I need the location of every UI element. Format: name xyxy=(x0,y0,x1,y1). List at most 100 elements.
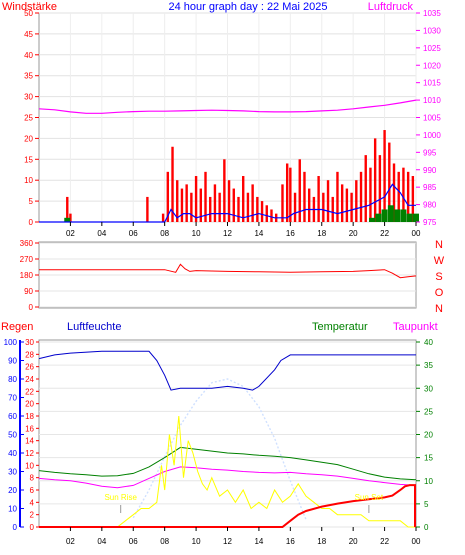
wind-bar xyxy=(289,167,292,222)
wind-bar xyxy=(218,192,221,222)
pressure-tick-label: 1030 xyxy=(423,26,441,35)
wind-bar xyxy=(232,188,235,222)
rain-tick-label: 6 xyxy=(30,486,35,495)
rain-tick-label: 28 xyxy=(25,350,34,359)
wind-time-label: 18 xyxy=(317,229,326,238)
direction-grid xyxy=(39,242,416,308)
gust-line xyxy=(39,183,416,223)
wind-bar xyxy=(227,180,231,222)
temperature-right-axis: 40 35 30 25 20 15 10 5 0 xyxy=(416,338,433,532)
wind-time-axis: 02 04 06 08 10 12 14 16 18 20 22 00 xyxy=(66,222,421,238)
wind-bar xyxy=(298,159,301,222)
humidity-axis-label: Luftfeuchte xyxy=(67,321,121,333)
compass-label: W xyxy=(434,255,445,267)
rain-tick-label: 16 xyxy=(25,424,34,433)
wind-bar xyxy=(355,180,358,222)
temperature-tick-label: 25 xyxy=(424,407,433,416)
climate-time-label: 04 xyxy=(97,537,106,546)
dewpoint-line xyxy=(38,466,417,489)
sunshine-line xyxy=(117,415,416,528)
compass-label: O xyxy=(435,287,444,299)
temperature-line xyxy=(38,446,417,481)
wind-bar xyxy=(369,167,372,222)
rain-tick-label: 8 xyxy=(30,474,35,483)
wind-bar xyxy=(161,213,165,222)
wind-bar xyxy=(388,142,391,222)
rain-line xyxy=(39,484,416,528)
humidity-tick-label: 40 xyxy=(8,449,17,458)
wind-bar xyxy=(293,192,297,222)
temperature-tick-label: 40 xyxy=(424,338,433,347)
wind-bar xyxy=(260,201,264,222)
wind-time-label: 12 xyxy=(223,229,232,238)
wind-bar xyxy=(307,188,311,222)
wind-bar xyxy=(392,163,396,222)
wind-bar xyxy=(176,180,179,222)
climate-plot xyxy=(38,350,417,528)
climate-time-label: 08 xyxy=(160,537,169,546)
temperature-axis-label: Temperatur xyxy=(312,321,368,333)
wind-bar xyxy=(373,138,377,222)
rain-tick-label: 22 xyxy=(25,387,34,396)
wind-bar xyxy=(331,196,334,222)
wind-grid xyxy=(39,12,417,223)
temperature-tick-label: 5 xyxy=(424,500,429,509)
temperature-tick-label: 10 xyxy=(424,477,433,486)
climate-time-label: 22 xyxy=(380,537,389,546)
wind-bar xyxy=(402,167,405,222)
direction-tick-label: 360 xyxy=(20,239,34,248)
climate-time-label: 02 xyxy=(66,537,75,546)
wind-bar xyxy=(194,176,198,222)
wind-bar xyxy=(209,196,212,222)
sun-marker-label: Sun Rise xyxy=(104,493,137,502)
wind-tick-label: 5 xyxy=(29,197,34,206)
humidity-tick-label: 30 xyxy=(8,468,17,477)
wind-bar xyxy=(242,176,245,222)
solar-line xyxy=(132,378,307,520)
rain-axis-label: Regen xyxy=(1,321,33,333)
temperature-tick-label: 20 xyxy=(424,431,433,440)
wind-tick-label: 15 xyxy=(24,155,33,164)
rain-tick-label: 26 xyxy=(25,363,34,372)
climate-time-label: 16 xyxy=(286,537,295,546)
wind-bar xyxy=(265,205,268,222)
wind-tick-label: 20 xyxy=(24,134,33,143)
wind-tick-label: 10 xyxy=(24,176,33,185)
pressure-tick-label: 1025 xyxy=(423,44,441,53)
pressure-tick-label: 995 xyxy=(423,148,437,157)
wind-bar xyxy=(411,176,415,222)
climate-time-axis: 02 04 06 08 10 12 14 16 18 20 22 00 xyxy=(66,527,421,546)
wind-bar xyxy=(281,184,284,222)
wind-tick-label: 45 xyxy=(24,30,33,39)
wind-tick-label: 50 xyxy=(24,9,33,18)
wind-bar xyxy=(180,188,184,222)
wind-axis-label: Windstärke xyxy=(2,1,57,13)
wind-bar xyxy=(251,184,254,222)
humidity-tick-label: 20 xyxy=(8,486,17,495)
dewpoint-axis-label: Taupunkt xyxy=(393,321,438,333)
wind-bar xyxy=(199,188,202,222)
wind-plot xyxy=(38,99,419,223)
pressure-tick-label: 1005 xyxy=(423,114,441,123)
rain-tick-label: 30 xyxy=(25,338,34,347)
wind-bar xyxy=(69,213,72,222)
humidity-tick-label: 0 xyxy=(13,523,18,532)
temperature-tick-label: 35 xyxy=(424,361,433,370)
wind-bar xyxy=(326,180,330,222)
wind-bar xyxy=(359,171,363,222)
rain-tick-label: 14 xyxy=(25,437,34,446)
direction-line xyxy=(39,263,417,279)
wind-bar xyxy=(213,184,217,222)
rain-tick-label: 12 xyxy=(25,449,34,458)
green-bar xyxy=(64,217,71,222)
humidity-tick-label: 80 xyxy=(8,375,17,384)
humidity-tick-label: 90 xyxy=(8,357,17,366)
compass-label: N xyxy=(435,303,443,315)
wind-tick-label: 25 xyxy=(24,114,33,123)
wind-time-label: 14 xyxy=(254,229,263,238)
wind-time-label: 04 xyxy=(97,229,106,238)
wind-bar xyxy=(364,155,367,222)
green-bar xyxy=(369,217,376,222)
